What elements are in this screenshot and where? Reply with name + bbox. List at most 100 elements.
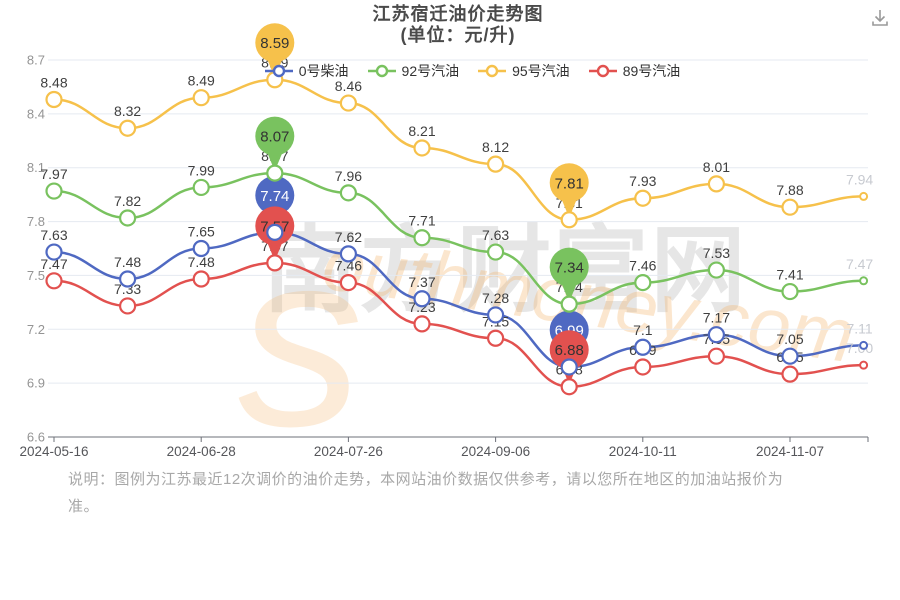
svg-text:8.07: 8.07 <box>260 129 289 146</box>
data-point-0号柴油-5[interactable] <box>413 290 431 308</box>
data-point-92号汽油-1[interactable] <box>118 209 137 227</box>
data-point-0号柴油-7[interactable] <box>560 358 578 376</box>
value-label: 7.63 <box>482 227 509 243</box>
data-point-92号汽油-2[interactable] <box>192 178 210 197</box>
legend-item-2[interactable]: 95号汽油 <box>477 61 570 81</box>
value-label: 7.48 <box>188 254 215 270</box>
chart-legend: 0号柴油 92号汽油 95号汽油 89号汽油 <box>0 61 900 81</box>
data-point-89号汽油-0[interactable] <box>45 272 63 290</box>
value-label: 7.41 <box>776 267 803 283</box>
data-point-92号汽油-9[interactable] <box>707 261 726 279</box>
legend-marker-icon <box>478 64 507 78</box>
data-point-92号汽油-5[interactable] <box>413 229 431 247</box>
legend-item-1[interactable]: 92号汽油 <box>367 61 459 81</box>
data-point-92号汽油-6[interactable] <box>487 243 505 261</box>
data-point-95号汽油-4[interactable] <box>339 94 357 112</box>
data-point-0号柴油-11[interactable] <box>859 340 869 350</box>
chart-title: 江苏宿迁油价走势图 (单位：元/升) <box>0 4 900 46</box>
value-label: 7.17 <box>703 310 730 326</box>
data-point-0号柴油-0[interactable] <box>45 243 63 261</box>
data-point-95号汽油-2[interactable] <box>192 89 210 107</box>
data-point-0号柴油-2[interactable] <box>192 239 210 258</box>
legend-item-0[interactable]: 0号柴油 <box>264 61 349 81</box>
value-label: 8.12 <box>482 139 509 155</box>
value-label: 7.88 <box>776 182 803 198</box>
data-point-95号汽油-6[interactable] <box>487 155 505 173</box>
data-point-95号汽油-9[interactable] <box>707 175 726 193</box>
data-point-0号柴油-3[interactable] <box>266 223 284 241</box>
value-label: 7.63 <box>40 227 67 243</box>
value-label: 7.05 <box>776 331 803 347</box>
legend-label: 89号汽油 <box>622 63 681 79</box>
data-point-89号汽油-7[interactable] <box>560 378 578 396</box>
pin-92号汽油-7.34[interactable]: 7.34 <box>549 247 589 303</box>
value-label: 7.96 <box>335 168 362 184</box>
svg-text:6.6: 6.6 <box>27 429 45 444</box>
chart-title-line2: (单位：元/升) <box>400 25 516 45</box>
data-point-89号汽油-4[interactable] <box>339 274 357 292</box>
value-label: 7.53 <box>703 245 730 261</box>
data-point-0号柴油-4[interactable] <box>339 245 357 263</box>
data-point-92号汽油-8[interactable] <box>634 274 652 292</box>
value-label: 7.94 <box>846 171 873 187</box>
data-point-0号柴油-10[interactable] <box>781 347 799 365</box>
legend-item-3[interactable]: 89号汽油 <box>588 61 681 81</box>
disclaimer-text: 说明：图例为江苏最近12次调价的油价走势，本网站油价数据仅供参考，请以您所在地区… <box>68 466 832 520</box>
data-point-92号汽油-11[interactable] <box>859 276 869 286</box>
price-trend-chart[interactable]: 南方财富网southmoney.com8.78.48.17.87.57.26.9… <box>0 0 900 460</box>
data-point-89号汽油-5[interactable] <box>413 315 431 333</box>
data-point-92号汽油-7[interactable] <box>560 295 578 313</box>
download-icon[interactable] <box>868 6 892 30</box>
value-label: 7.46 <box>335 258 362 274</box>
value-label: 7.93 <box>629 173 656 189</box>
value-label: 7.48 <box>114 254 141 270</box>
value-label: 7.47 <box>846 256 873 272</box>
data-point-89号汽油-3[interactable] <box>266 254 284 272</box>
svg-text:6.88: 6.88 <box>555 342 584 359</box>
data-point-92号汽油-0[interactable] <box>45 182 63 200</box>
svg-text:7.8: 7.8 <box>27 214 45 229</box>
data-point-89号汽油-9[interactable] <box>707 347 726 365</box>
data-point-92号汽油-10[interactable] <box>781 282 799 301</box>
data-point-95号汽油-10[interactable] <box>781 198 799 216</box>
value-label: 7.1 <box>633 322 653 338</box>
data-point-89号汽油-11[interactable] <box>859 360 869 370</box>
pin-95号汽油-8.59[interactable]: 8.59 <box>255 23 295 78</box>
data-point-95号汽油-5[interactable] <box>413 139 431 157</box>
legend-label: 95号汽油 <box>512 63 570 79</box>
data-point-89号汽油-8[interactable] <box>634 358 652 376</box>
data-point-89号汽油-1[interactable] <box>118 297 137 315</box>
pin-95号汽油-7.81[interactable]: 7.81 <box>549 163 589 218</box>
data-point-95号汽油-11[interactable] <box>859 191 869 201</box>
data-point-0号柴油-1[interactable] <box>118 270 137 288</box>
svg-text:8.1: 8.1 <box>27 160 45 175</box>
data-point-0号柴油-9[interactable] <box>707 326 726 344</box>
value-label: 7.46 <box>629 258 656 274</box>
svg-text:8.4: 8.4 <box>27 106 45 121</box>
data-point-95号汽油-1[interactable] <box>118 119 137 137</box>
data-point-95号汽油-0[interactable] <box>45 90 63 109</box>
pin-92号汽油-8.07[interactable]: 8.07 <box>255 116 295 172</box>
disclaimer-line2: 准。 <box>68 498 100 515</box>
value-label: 7.62 <box>335 229 362 245</box>
data-point-89号汽油-6[interactable] <box>487 329 505 347</box>
data-point-89号汽油-10[interactable] <box>781 365 799 383</box>
data-point-95号汽油-7[interactable] <box>560 211 578 229</box>
legend-marker-icon <box>588 64 617 78</box>
data-point-89号汽油-2[interactable] <box>192 270 210 288</box>
svg-text:7.34: 7.34 <box>555 260 584 277</box>
pin-markers: 8.597.818.077.347.746.997.576.88 <box>255 23 589 385</box>
data-point-0号柴油-6[interactable] <box>487 306 505 324</box>
data-point-92号汽油-3[interactable] <box>266 164 284 182</box>
value-label: 7.65 <box>188 223 215 239</box>
line-95号汽油 <box>53 78 864 222</box>
svg-text:7.2: 7.2 <box>27 322 45 337</box>
data-point-0号柴油-8[interactable] <box>634 338 652 356</box>
value-label: 7.37 <box>408 274 435 290</box>
svg-text:8.7: 8.7 <box>27 53 45 68</box>
data-point-92号汽油-4[interactable] <box>339 184 357 202</box>
data-point-95号汽油-8[interactable] <box>634 189 652 207</box>
point-markers <box>45 71 869 396</box>
svg-text:7.74: 7.74 <box>260 188 289 205</box>
